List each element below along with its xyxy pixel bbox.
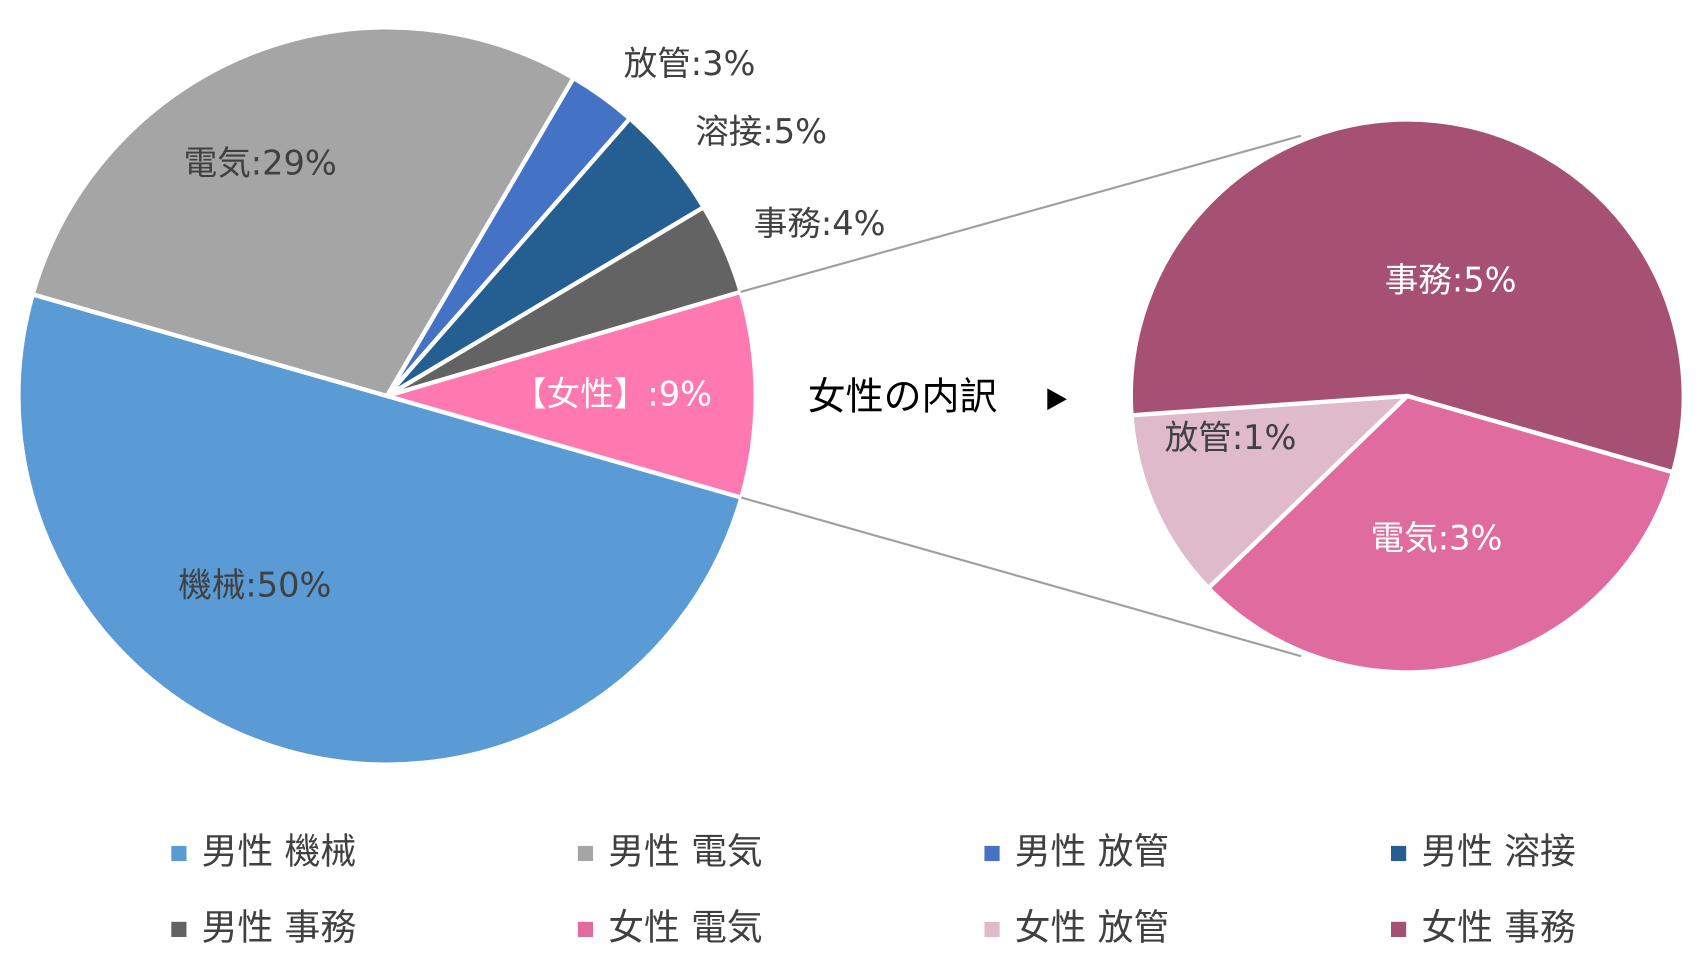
annotation-arrow [1047,388,1067,411]
pie-slice [379,289,758,501]
data-label: 溶接:5% [695,112,827,151]
legend-label: 女性 事務 [1421,907,1576,948]
annotation: 女性の内訳 [808,375,998,419]
data-label: 放管:3% [624,44,756,83]
legend-swatch [171,921,187,937]
data-label: 事務:5% [1385,261,1517,300]
connector [740,134,1302,293]
legend-label: 女性 放管 [1015,907,1169,948]
data-label: 放管:1% [1165,418,1297,457]
pie-slice [1129,393,1414,592]
data-label: 事務:4% [754,204,886,243]
pie-slice [30,25,577,399]
pie-slice [16,291,745,767]
data-label: 電気:3% [1371,519,1503,558]
legend-swatch [1391,921,1407,937]
legend-label: 女性 電気 [608,907,762,948]
legend-swatch [984,845,1000,862]
data-label: 【女性】:9% [513,374,712,413]
data-label: 電気:29% [184,144,337,183]
legend-label: 男性 事務 [202,907,357,948]
legend-label: 男性 放管 [1015,831,1169,872]
legend-label: 男性 溶接 [1421,831,1575,872]
legend-label: 男性 機械 [202,831,356,872]
pie-slice [1205,393,1676,675]
legend-swatch [577,921,594,937]
data-label: 機械:50% [178,565,331,604]
legend-swatch [171,845,187,862]
legend-swatch [984,921,1000,937]
legend-label: 男性 電気 [608,831,762,872]
legend-swatch [1391,845,1407,862]
pie-slice [1128,117,1686,475]
legend-swatch [577,845,594,862]
connector [741,496,1302,658]
